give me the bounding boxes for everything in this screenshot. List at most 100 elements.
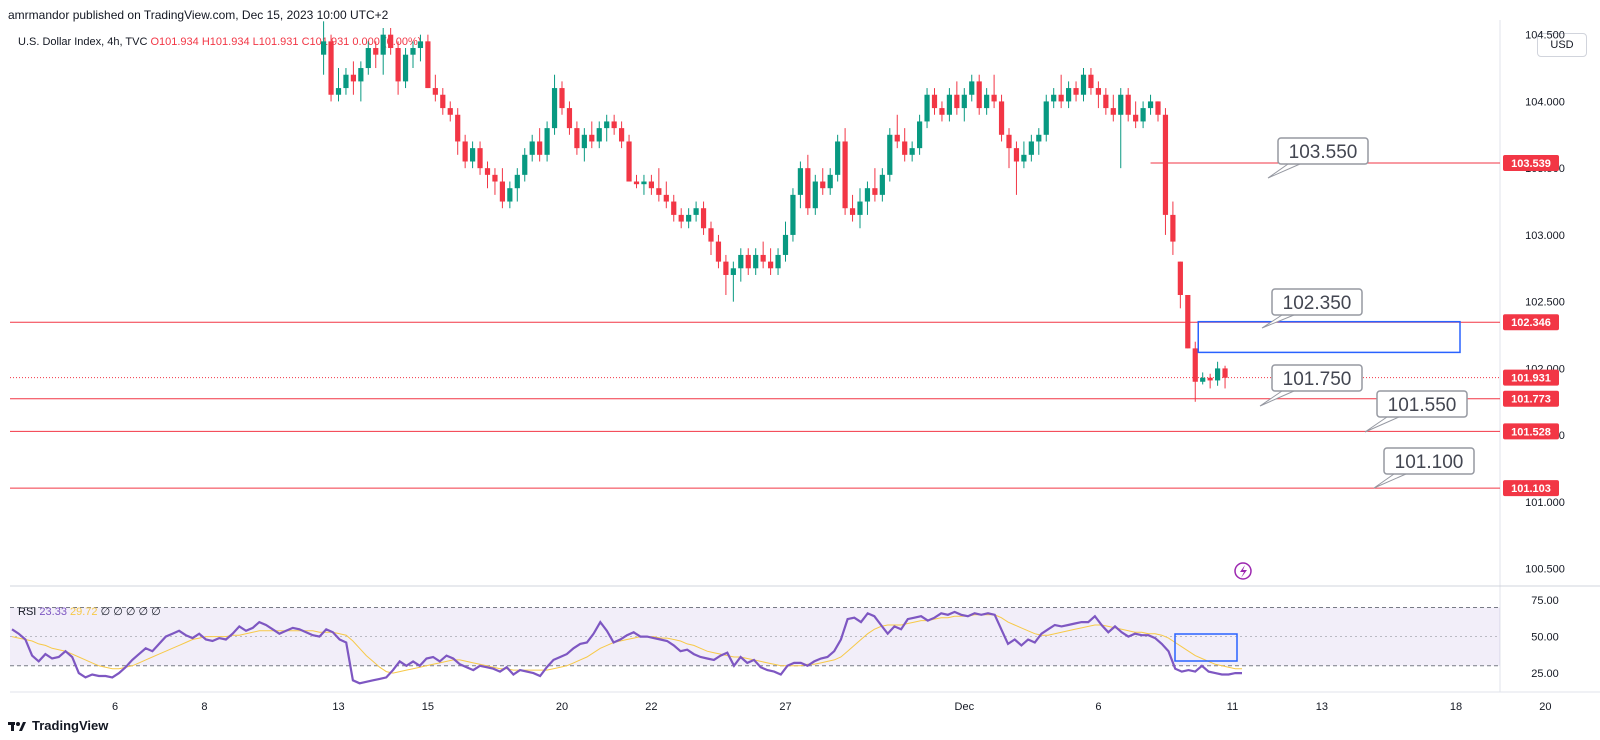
candle-body[interactable] [350,74,356,82]
candle-body[interactable] [768,261,774,269]
candle-body[interactable] [410,48,416,55]
candle-body[interactable] [1095,88,1101,95]
candle-body[interactable] [857,201,863,215]
candle-body[interactable] [909,148,915,155]
candle-body[interactable] [596,128,602,142]
candle-body[interactable] [1118,94,1124,115]
candle-body[interactable] [1200,377,1206,382]
candle-body[interactable] [574,128,580,149]
candle-body[interactable] [745,254,751,269]
candle-body[interactable] [589,134,595,142]
candle-body[interactable] [440,94,446,109]
candle-body[interactable] [917,121,923,149]
candle-body[interactable] [849,208,856,215]
candle-body[interactable] [1155,101,1161,115]
candle-body[interactable] [551,88,558,129]
candle-body[interactable] [656,188,662,195]
candle-body[interactable] [373,48,379,55]
candle-body[interactable] [321,41,327,55]
candle-body[interactable] [887,134,893,175]
candle-body[interactable] [715,241,722,262]
rsi-label[interactable]: RSI [18,606,37,618]
candle-body[interactable] [1028,141,1034,155]
candle-body[interactable] [380,34,386,55]
candle-body[interactable] [1021,154,1027,162]
candle-body[interactable] [939,108,945,115]
candle-body[interactable] [902,141,908,155]
candle-body[interactable] [343,74,349,89]
candle-body[interactable] [969,81,975,95]
candle-body[interactable] [924,94,930,122]
candle-body[interactable] [358,68,364,82]
candle-body[interactable] [1147,101,1154,109]
candle-body[interactable] [395,48,401,82]
candle-body[interactable] [1066,88,1072,102]
candle-body[interactable] [455,114,461,142]
candle-body[interactable] [1080,74,1087,95]
range-rectangle[interactable] [1197,320,1461,354]
candle-body[interactable] [693,208,699,215]
candle-body[interactable] [708,228,714,242]
candle-body[interactable] [388,34,394,49]
candle-body[interactable] [1110,108,1116,115]
candle-body[interactable] [611,121,617,129]
candle-body[interactable] [723,261,729,275]
candle-body[interactable] [1162,114,1169,215]
candle-body[interactable] [1215,368,1221,381]
candle-body[interactable] [1207,377,1213,381]
candle-body[interactable] [1088,74,1094,89]
callout-box[interactable] [1383,447,1475,475]
candle-body[interactable] [1133,114,1139,122]
candle-body[interactable] [432,88,438,95]
candle-body[interactable] [581,134,587,149]
callout-box[interactable] [1376,390,1468,418]
candle-body[interactable] [1013,148,1020,162]
currency-button[interactable]: USD [1537,33,1587,57]
candle-body[interactable] [425,41,431,89]
candle-body[interactable] [633,181,640,185]
candle-body[interactable] [544,128,550,155]
candle-body[interactable] [775,254,781,269]
candle-body[interactable] [954,94,960,109]
candle-body[interactable] [566,108,573,129]
candle-body[interactable] [835,141,841,175]
candle-body[interactable] [879,174,885,195]
symbol-name[interactable]: U.S. Dollar Index, 4h, TVC [18,36,148,48]
candle-body[interactable] [842,141,848,209]
candle-body[interactable] [529,141,535,155]
candle-body[interactable] [499,181,505,202]
candle-body[interactable] [1103,94,1109,109]
rsi-line[interactable] [11,610,1242,685]
candle-body[interactable] [738,254,744,269]
candle-body[interactable] [641,181,647,185]
candle-body[interactable] [1006,134,1012,149]
candle-body[interactable] [1185,294,1191,349]
candle-body[interactable] [417,41,424,49]
candle-body[interactable] [477,148,483,169]
candle-body[interactable] [753,254,759,269]
candle-body[interactable] [931,94,938,109]
candle-body[interactable] [626,141,632,182]
candle-body[interactable] [1222,368,1228,378]
candle-body[interactable] [797,168,803,195]
candle-body[interactable] [686,214,692,222]
candle-body[interactable] [671,201,677,215]
candle-body[interactable] [559,88,565,109]
candle-body[interactable] [1058,94,1064,102]
candle-body[interactable] [447,108,453,115]
candle-body[interactable] [700,208,707,229]
candle-body[interactable] [961,94,967,109]
candle-body[interactable] [1170,214,1176,242]
candle-body[interactable] [604,121,610,129]
candle-body[interactable] [1140,108,1146,122]
candle-body[interactable] [991,94,997,102]
candle-body[interactable] [522,154,528,175]
candle-body[interactable] [1177,261,1183,295]
candle-body[interactable] [663,194,669,202]
candle-body[interactable] [514,174,520,189]
candle-body[interactable] [730,268,736,275]
candle-body[interactable] [1051,94,1057,102]
candle-body[interactable] [1043,101,1049,135]
candle-body[interactable] [537,141,543,155]
